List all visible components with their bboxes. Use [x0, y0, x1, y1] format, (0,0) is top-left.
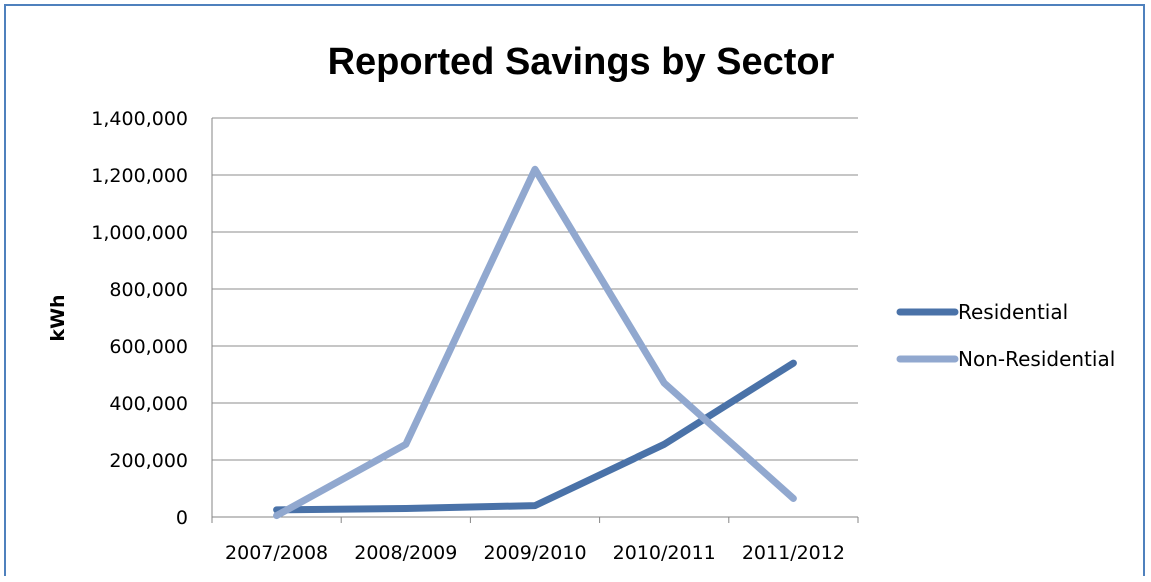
legend-label: Non-Residential	[958, 347, 1115, 371]
series-lines	[273, 165, 797, 520]
gridlines	[211, 117, 859, 523]
chart-title: Reported Savings by Sector	[328, 41, 835, 83]
x-tick-labels: 2007/2008 2008/2009 2009/2010 2010/2011 2011…	[225, 542, 845, 564]
y-tick-labels: 0 200,000 400,000 600,000 800,000 1,000,000 1,…	[91, 108, 188, 529]
x-tick-label: 2010/2011	[613, 542, 716, 564]
y-tick-label: 800,000	[109, 279, 188, 301]
y-tick-label: 400,000	[109, 393, 188, 415]
y-tick-label: 600,000	[109, 336, 188, 358]
y-axis-title: kWh	[47, 294, 69, 341]
series-line-non-residential	[273, 165, 797, 520]
series-line-residential	[273, 359, 797, 514]
y-tick-label: 1,000,000	[91, 222, 188, 244]
legend-label: Residential	[958, 300, 1068, 324]
x-tick-label: 2011/2012	[742, 542, 845, 564]
chart-frame	[4, 4, 1145, 576]
x-tick-label: 2007/2008	[225, 542, 328, 564]
y-tick-label: 1,200,000	[91, 165, 188, 187]
y-tick-label: 200,000	[109, 450, 188, 472]
legend: Residential Non-Residential	[896, 300, 1115, 371]
x-tick-label: 2008/2009	[354, 542, 457, 564]
y-tick-label: 1,400,000	[91, 108, 188, 130]
y-tick-label: 0	[176, 507, 188, 529]
x-tick-label: 2009/2010	[483, 542, 586, 564]
